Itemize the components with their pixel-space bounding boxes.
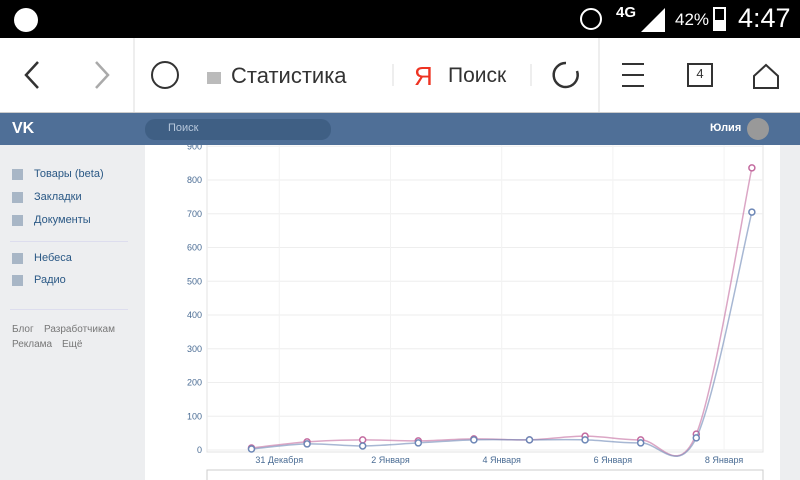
menu-item[interactable]: Радио bbox=[34, 274, 66, 286]
avatar[interactable] bbox=[747, 118, 769, 140]
point bbox=[636, 439, 645, 447]
menu-icon bbox=[12, 253, 23, 264]
toolbar-icons bbox=[24, 38, 779, 112]
vk-logo: VK bbox=[12, 120, 35, 137]
battery: 42% bbox=[675, 10, 710, 29]
menu-icon bbox=[12, 192, 23, 203]
range-selector bbox=[206, 469, 764, 480]
plot: 0 100 200 300 400 500 600 700 800 900 31 Декабря 2 … bbox=[187, 141, 764, 480]
vk-search-placeholder: Поиск bbox=[168, 122, 199, 134]
signal-icon bbox=[641, 8, 665, 32]
menu-icon bbox=[12, 215, 23, 226]
network: 4G bbox=[616, 4, 637, 21]
point bbox=[525, 436, 534, 444]
x-tick-label: 2 Января bbox=[371, 455, 410, 465]
menu-item[interactable]: Закладки bbox=[34, 191, 82, 203]
clock: 4:47 bbox=[738, 3, 791, 33]
x-tick-label: 31 Декабря bbox=[255, 455, 303, 465]
vk-search[interactable] bbox=[145, 119, 331, 140]
browser-toolbar: Статистика Я Поиск 4 bbox=[0, 38, 800, 113]
point bbox=[358, 442, 367, 450]
user-name[interactable]: Юлия bbox=[710, 122, 742, 134]
status-bar: 4G 42% 4:47 bbox=[0, 0, 800, 38]
y-tick-label: 700 bbox=[187, 209, 202, 219]
divider bbox=[10, 309, 128, 310]
y-tick-label: 500 bbox=[187, 276, 202, 286]
menu-icon bbox=[12, 275, 23, 286]
notification-icon bbox=[14, 8, 38, 32]
sidebar: Товары (beta) Закладки Документы Небеса Ради… bbox=[0, 145, 145, 480]
menu-icon bbox=[12, 169, 23, 180]
menu-item[interactable]: Небеса bbox=[34, 252, 72, 264]
x-tick-label: 8 Января bbox=[705, 455, 744, 465]
x-tick-label: 4 Января bbox=[482, 455, 521, 465]
footer-link[interactable]: Ещё bbox=[62, 339, 83, 350]
footer-link[interactable]: Блог bbox=[12, 324, 34, 335]
y-tick-label: 600 bbox=[187, 243, 202, 253]
point bbox=[247, 445, 256, 453]
search-label[interactable]: Поиск bbox=[448, 64, 507, 87]
alarm-icon bbox=[580, 8, 602, 30]
point bbox=[470, 436, 478, 444]
x-tick-label: 6 Января bbox=[594, 455, 633, 465]
point bbox=[748, 208, 756, 216]
footer-link[interactable]: Разработчикам bbox=[44, 324, 115, 335]
page-title: Статистика bbox=[231, 63, 347, 88]
y-tick-label: 900 bbox=[187, 141, 202, 151]
vk-header: VK Поиск Юлия bbox=[0, 113, 800, 145]
point bbox=[358, 436, 367, 444]
point bbox=[692, 434, 701, 442]
divider bbox=[10, 241, 128, 242]
y-tick-label: 0 bbox=[197, 445, 202, 455]
point bbox=[581, 436, 589, 444]
menu-item[interactable]: Товары (beta) bbox=[34, 168, 104, 180]
footer-link[interactable]: Реклама bbox=[12, 339, 53, 350]
y-tick-label: 300 bbox=[187, 344, 202, 354]
point bbox=[303, 440, 311, 448]
y-tick-label: 200 bbox=[187, 378, 202, 388]
point bbox=[748, 164, 756, 172]
plot-frame bbox=[206, 145, 764, 453]
yandex-logo: Я bbox=[414, 61, 433, 91]
tab-count[interactable]: 4 bbox=[696, 66, 704, 81]
battery-icon bbox=[713, 7, 726, 31]
point bbox=[414, 439, 423, 447]
menu-item[interactable]: Документы bbox=[34, 214, 91, 226]
y-tick-label: 800 bbox=[187, 175, 202, 185]
y-tick-label: 100 bbox=[187, 411, 202, 421]
y-tick-label: 400 bbox=[187, 310, 202, 320]
